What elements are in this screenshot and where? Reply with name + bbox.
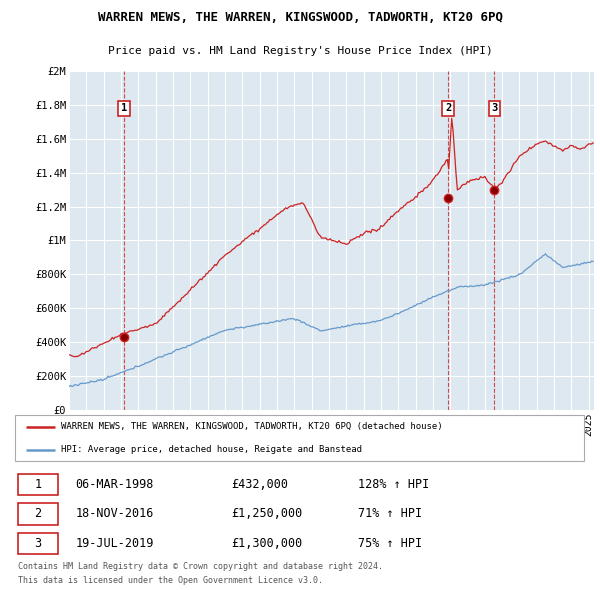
FancyBboxPatch shape bbox=[15, 415, 584, 461]
Text: £1,250,000: £1,250,000 bbox=[231, 507, 302, 520]
Text: 1: 1 bbox=[121, 103, 127, 113]
Text: Price paid vs. HM Land Registry's House Price Index (HPI): Price paid vs. HM Land Registry's House … bbox=[107, 46, 493, 56]
Text: 75% ↑ HPI: 75% ↑ HPI bbox=[358, 537, 422, 550]
Text: 1: 1 bbox=[34, 478, 41, 491]
FancyBboxPatch shape bbox=[18, 474, 58, 495]
Text: HPI: Average price, detached house, Reigate and Banstead: HPI: Average price, detached house, Reig… bbox=[61, 445, 362, 454]
Text: Contains HM Land Registry data © Crown copyright and database right 2024.: Contains HM Land Registry data © Crown c… bbox=[18, 562, 383, 571]
Text: 18-NOV-2016: 18-NOV-2016 bbox=[76, 507, 154, 520]
Text: 3: 3 bbox=[34, 537, 41, 550]
Text: 128% ↑ HPI: 128% ↑ HPI bbox=[358, 478, 429, 491]
Text: WARREN MEWS, THE WARREN, KINGSWOOD, TADWORTH, KT20 6PQ (detached house): WARREN MEWS, THE WARREN, KINGSWOOD, TADW… bbox=[61, 422, 443, 431]
Text: 2: 2 bbox=[34, 507, 41, 520]
FancyBboxPatch shape bbox=[18, 533, 58, 554]
Text: 19-JUL-2019: 19-JUL-2019 bbox=[76, 537, 154, 550]
Text: WARREN MEWS, THE WARREN, KINGSWOOD, TADWORTH, KT20 6PQ: WARREN MEWS, THE WARREN, KINGSWOOD, TADW… bbox=[97, 11, 503, 24]
Text: £1,300,000: £1,300,000 bbox=[231, 537, 302, 550]
FancyBboxPatch shape bbox=[18, 503, 58, 525]
Text: 71% ↑ HPI: 71% ↑ HPI bbox=[358, 507, 422, 520]
Text: £432,000: £432,000 bbox=[231, 478, 288, 491]
Text: 06-MAR-1998: 06-MAR-1998 bbox=[76, 478, 154, 491]
Text: 3: 3 bbox=[491, 103, 497, 113]
Text: 2: 2 bbox=[445, 103, 451, 113]
Text: This data is licensed under the Open Government Licence v3.0.: This data is licensed under the Open Gov… bbox=[18, 576, 323, 585]
